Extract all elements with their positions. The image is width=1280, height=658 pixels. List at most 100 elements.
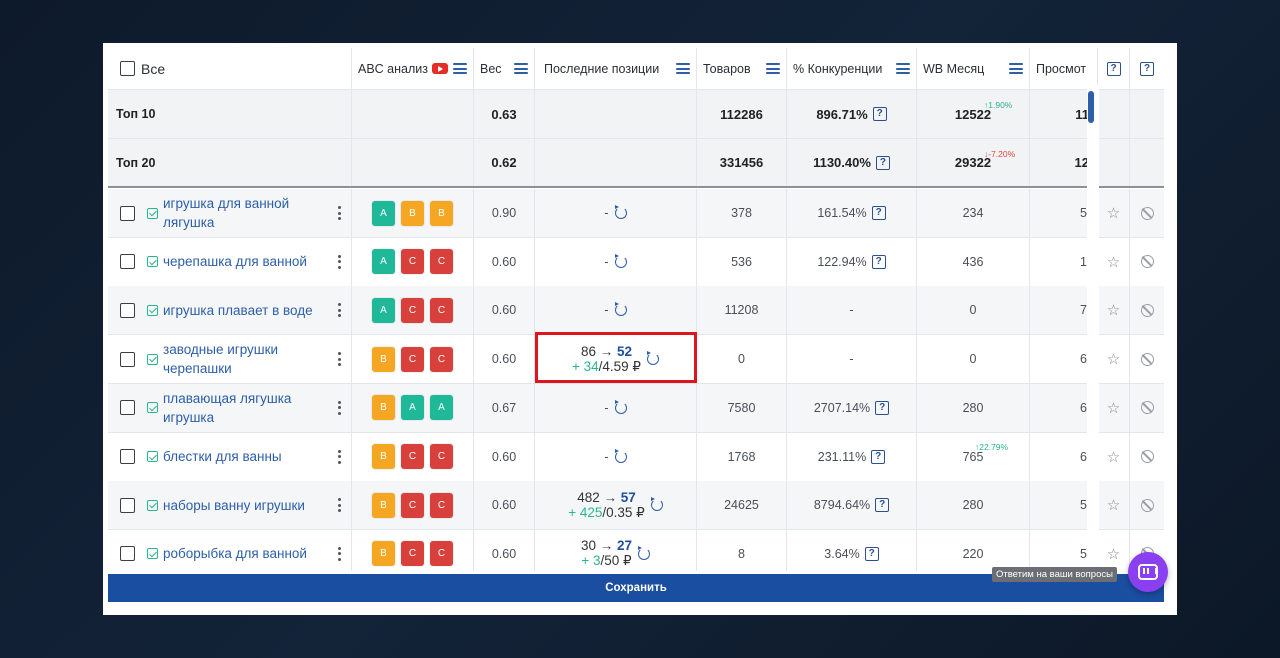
tracked-check-icon[interactable]	[147, 256, 158, 268]
col-competition-menu-icon[interactable]	[896, 63, 910, 74]
scrollbar-thumb[interactable]	[1088, 91, 1094, 123]
ban-cell	[1130, 286, 1164, 334]
col-positions-menu-icon[interactable]	[676, 63, 690, 74]
help-icon[interactable]: ?	[875, 400, 890, 415]
kebab-menu-icon[interactable]	[338, 498, 341, 513]
refresh-icon[interactable]	[650, 497, 663, 512]
col-wb-month-menu-icon[interactable]	[1009, 63, 1023, 74]
scrollbar-track[interactable]	[1087, 85, 1099, 566]
col-weight-menu-icon[interactable]	[514, 63, 528, 74]
ban-icon[interactable]	[1140, 352, 1154, 366]
ban-icon[interactable]	[1140, 401, 1154, 415]
select-all-cell[interactable]: Все	[108, 48, 352, 89]
keyword-link[interactable]: черепашка для ванной	[163, 254, 307, 270]
ban-icon[interactable]	[1140, 255, 1154, 269]
youtube-icon[interactable]	[432, 63, 448, 74]
refresh-icon[interactable]	[614, 399, 627, 414]
col-ban-help[interactable]: ?	[1130, 48, 1164, 89]
tracked-check-icon[interactable]	[147, 451, 158, 462]
row-checkbox[interactable]	[120, 400, 135, 416]
ban-icon[interactable]	[1140, 303, 1154, 317]
row-checkbox[interactable]	[120, 449, 135, 464]
help-icon[interactable]: ?	[875, 155, 890, 170]
keyword-link[interactable]: заводные игрушки черепашки	[163, 342, 279, 377]
wb-month-cell: 436	[917, 237, 1030, 286]
col-competition[interactable]: % Конкуренции	[787, 48, 917, 89]
kebab-menu-icon[interactable]	[338, 449, 341, 464]
keyword-link[interactable]: плавающая лягушка игрушка	[163, 390, 292, 425]
refresh-icon[interactable]	[638, 545, 651, 560]
keyword-link[interactable]: роборыбка для ванной	[163, 546, 307, 562]
help-icon[interactable]: ?	[871, 449, 886, 464]
ban-icon[interactable]	[1140, 498, 1154, 512]
summary-label-cell: Топ 10	[108, 90, 352, 138]
keyword-link[interactable]: игрушка для ванной лягушка	[163, 196, 290, 230]
chat-button[interactable]	[1128, 552, 1168, 592]
summary-abc-cell	[352, 139, 474, 186]
keyword-link[interactable]: наборы ванну игрушки	[163, 497, 305, 513]
summary-wb-month-cell: 29322 ↓-7.20%	[917, 139, 1030, 186]
star-icon[interactable]: ☆	[1106, 205, 1121, 222]
star-icon[interactable]: ☆	[1106, 302, 1121, 320]
tracked-check-icon[interactable]	[147, 353, 158, 365]
help-icon[interactable]: ?	[1106, 61, 1121, 76]
ban-icon[interactable]	[1140, 206, 1154, 220]
refresh-icon[interactable]	[647, 351, 660, 366]
refresh-icon[interactable]	[614, 448, 627, 463]
col-star-help[interactable]: ?	[1098, 48, 1130, 89]
row-checkbox[interactable]	[120, 546, 135, 562]
tracked-check-icon[interactable]	[147, 499, 158, 511]
row-checkbox[interactable]	[120, 351, 135, 367]
keyword-link[interactable]: игрушка плавает в воде	[163, 302, 313, 318]
position-delta: + 34	[571, 358, 599, 374]
kebab-menu-icon[interactable]	[338, 352, 341, 367]
refresh-icon[interactable]	[614, 302, 627, 317]
kebab-menu-icon[interactable]	[338, 254, 341, 269]
kebab-menu-icon[interactable]	[338, 400, 341, 415]
tracked-check-icon[interactable]	[147, 548, 158, 560]
tracked-check-icon[interactable]	[147, 402, 158, 414]
kebab-menu-icon[interactable]	[338, 546, 341, 561]
star-icon[interactable]: ☆	[1106, 545, 1121, 563]
ban-icon[interactable]	[1140, 450, 1154, 463]
col-positions[interactable]: Последние позиции	[535, 48, 697, 89]
star-icon[interactable]: ☆	[1106, 448, 1121, 466]
weight-value: 0.60	[491, 254, 517, 269]
tracked-check-icon[interactable]	[147, 304, 158, 316]
refresh-icon[interactable]	[614, 205, 627, 219]
star-icon[interactable]: ☆	[1106, 399, 1121, 417]
help-icon[interactable]: ?	[871, 206, 886, 220]
star-icon[interactable]: ☆	[1106, 253, 1121, 271]
col-views[interactable]: Просмот	[1030, 48, 1098, 89]
row-checkbox[interactable]	[120, 302, 135, 318]
refresh-icon[interactable]	[614, 253, 627, 268]
kebab-menu-icon[interactable]	[338, 303, 341, 318]
col-weight[interactable]: Вес	[474, 48, 535, 89]
star-icon[interactable]: ☆	[1106, 497, 1121, 515]
help-icon[interactable]: ?	[864, 546, 879, 561]
help-icon[interactable]: ?	[875, 498, 890, 513]
positions-block: 86 → 52 + 34/4.59 ₽	[572, 344, 641, 375]
col-wb-month[interactable]: WB Месяц	[917, 48, 1030, 89]
positions-cell: -	[535, 189, 697, 237]
help-icon[interactable]: ?	[871, 254, 886, 269]
tracked-check-icon[interactable]	[147, 207, 158, 219]
help-icon[interactable]: ?	[1140, 61, 1154, 76]
keyword-link[interactable]: блестки для ванны	[163, 449, 282, 464]
row-checkbox[interactable]	[120, 497, 135, 513]
save-button[interactable]: Сохранить	[108, 574, 1164, 602]
star-icon[interactable]: ☆	[1106, 351, 1121, 369]
col-products-menu-icon[interactable]	[766, 63, 780, 74]
col-products[interactable]: Товаров	[697, 48, 787, 89]
kebab-menu-icon[interactable]	[338, 206, 341, 220]
row-checkbox[interactable]	[120, 205, 135, 221]
keyword-cell: плавающая лягушка игрушка	[108, 383, 352, 432]
views-value: 7	[1080, 303, 1087, 318]
col-abc-menu-icon[interactable]	[453, 63, 467, 74]
row-checkbox[interactable]	[120, 254, 135, 270]
help-icon[interactable]: ?	[872, 107, 887, 121]
select-all-checkbox[interactable]	[120, 61, 135, 76]
summary-label-cell: Топ 20	[108, 139, 352, 186]
col-abc[interactable]: ABC анализ	[352, 48, 474, 89]
